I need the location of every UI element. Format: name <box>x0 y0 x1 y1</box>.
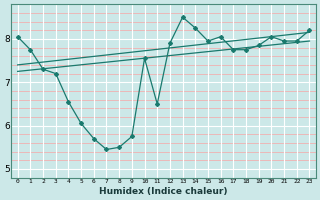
X-axis label: Humidex (Indice chaleur): Humidex (Indice chaleur) <box>99 187 228 196</box>
